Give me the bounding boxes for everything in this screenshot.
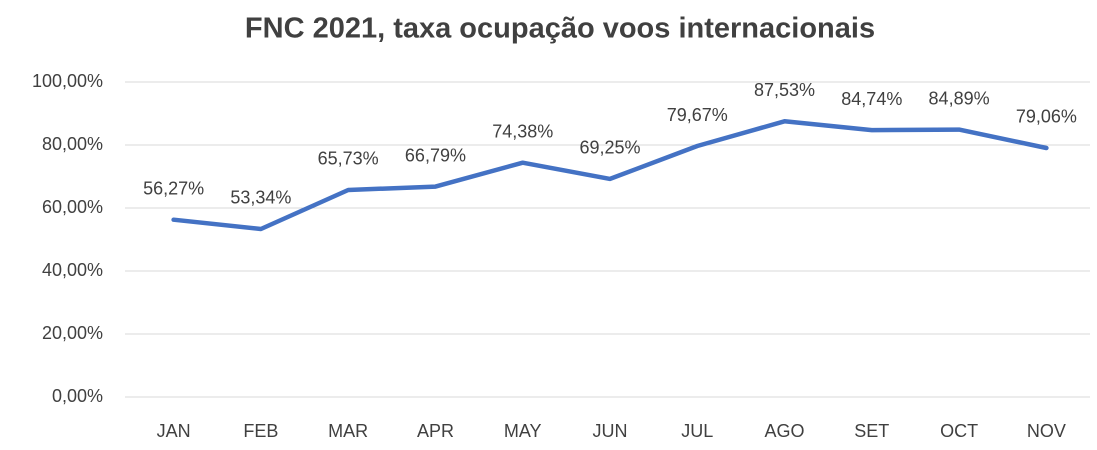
x-tick-label: FEB bbox=[243, 421, 278, 441]
x-tick-label: JUN bbox=[593, 421, 628, 441]
x-tick-label: MAY bbox=[504, 421, 542, 441]
y-tick-label: 40,00% bbox=[42, 260, 103, 280]
x-tick-label: OCT bbox=[940, 421, 978, 441]
data-label: 56,27% bbox=[143, 178, 204, 198]
data-label: 65,73% bbox=[318, 149, 379, 169]
data-label: 84,74% bbox=[841, 89, 902, 109]
x-tick-label: JUL bbox=[681, 421, 713, 441]
x-tick-label: NOV bbox=[1027, 421, 1066, 441]
data-label: 74,38% bbox=[492, 121, 553, 141]
chart-title: FNC 2021, taxa ocupação voos internacion… bbox=[245, 13, 875, 45]
y-tick-label: 80,00% bbox=[42, 134, 103, 154]
data-label: 66,79% bbox=[405, 145, 466, 165]
y-tick-label: 100,00% bbox=[32, 71, 103, 91]
data-label: 87,53% bbox=[754, 80, 815, 100]
x-tick-label: JAN bbox=[157, 421, 191, 441]
x-tick-label: APR bbox=[417, 421, 454, 441]
data-label: 84,89% bbox=[929, 88, 990, 108]
y-tick-label: 60,00% bbox=[42, 197, 103, 217]
data-label: 79,67% bbox=[667, 105, 728, 125]
data-label: 53,34% bbox=[230, 188, 291, 208]
y-tick-label: 0,00% bbox=[52, 386, 103, 406]
x-tick-label: AGO bbox=[765, 421, 805, 441]
y-tick-label: 20,00% bbox=[42, 323, 103, 343]
data-label: 79,06% bbox=[1016, 107, 1077, 127]
line bbox=[171, 119, 1049, 232]
data-label: 69,25% bbox=[579, 138, 640, 158]
x-tick-label: SET bbox=[854, 421, 889, 441]
x-tick-label: MAR bbox=[328, 421, 368, 441]
